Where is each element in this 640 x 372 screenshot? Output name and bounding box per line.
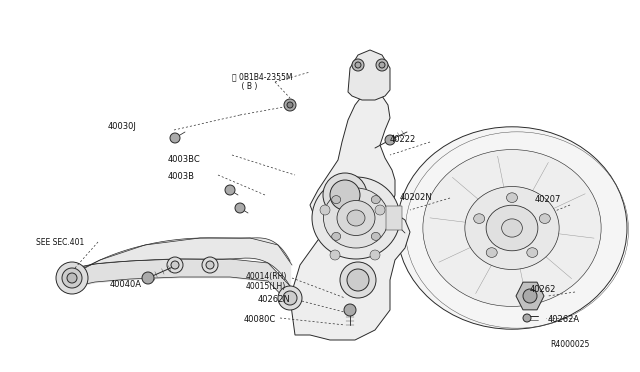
Ellipse shape [337, 201, 375, 235]
Ellipse shape [312, 177, 400, 259]
Ellipse shape [371, 232, 380, 240]
Circle shape [62, 268, 82, 288]
Polygon shape [386, 206, 402, 230]
Circle shape [523, 314, 531, 322]
Circle shape [202, 257, 218, 273]
Circle shape [385, 135, 395, 145]
Ellipse shape [347, 210, 365, 226]
Ellipse shape [502, 219, 522, 237]
Polygon shape [290, 92, 410, 340]
Text: 40014(RH)
40015(LH): 40014(RH) 40015(LH) [246, 272, 287, 291]
Ellipse shape [465, 186, 559, 269]
Circle shape [379, 62, 385, 68]
Circle shape [323, 173, 367, 217]
Text: 40262: 40262 [530, 285, 556, 294]
Text: 4003B: 4003B [168, 172, 195, 181]
Polygon shape [516, 282, 544, 310]
Ellipse shape [506, 193, 518, 202]
Ellipse shape [486, 248, 497, 257]
Text: SEE SEC.401: SEE SEC.401 [36, 238, 84, 247]
Text: 40030J: 40030J [108, 122, 137, 131]
Text: R4000025: R4000025 [550, 340, 589, 349]
Text: 40222: 40222 [390, 135, 416, 144]
Circle shape [287, 102, 293, 108]
Text: Ⓑ 0B1B4-2355M
    ( B ): Ⓑ 0B1B4-2355M ( B ) [232, 72, 292, 92]
Circle shape [523, 289, 537, 303]
Text: 40202N: 40202N [400, 193, 433, 202]
Ellipse shape [371, 196, 380, 203]
Ellipse shape [423, 150, 601, 307]
Circle shape [56, 262, 88, 294]
Ellipse shape [332, 196, 340, 203]
Circle shape [370, 250, 380, 260]
Circle shape [344, 304, 356, 316]
Text: 40207: 40207 [535, 195, 561, 204]
Circle shape [375, 205, 385, 215]
Circle shape [167, 257, 183, 273]
Circle shape [352, 59, 364, 71]
Ellipse shape [527, 248, 538, 257]
Circle shape [284, 99, 296, 111]
Text: 40080C: 40080C [244, 315, 276, 324]
Circle shape [278, 286, 302, 310]
Text: 4003BC: 4003BC [168, 155, 201, 164]
Ellipse shape [540, 214, 550, 224]
Ellipse shape [486, 205, 538, 251]
Circle shape [376, 59, 388, 71]
Text: 40262N: 40262N [258, 295, 291, 304]
Circle shape [67, 273, 77, 283]
Circle shape [206, 261, 214, 269]
Circle shape [340, 262, 376, 298]
Text: 40040A: 40040A [110, 280, 142, 289]
Circle shape [225, 185, 235, 195]
Circle shape [171, 261, 179, 269]
Polygon shape [348, 50, 390, 100]
Ellipse shape [323, 188, 388, 248]
Text: 40262A: 40262A [548, 315, 580, 324]
Circle shape [142, 272, 154, 284]
Circle shape [355, 62, 361, 68]
Ellipse shape [474, 214, 484, 224]
Ellipse shape [397, 127, 627, 329]
Circle shape [283, 291, 297, 305]
Circle shape [330, 180, 360, 210]
Circle shape [235, 203, 245, 213]
Circle shape [330, 250, 340, 260]
Ellipse shape [332, 232, 340, 240]
Circle shape [170, 133, 180, 143]
Circle shape [347, 269, 369, 291]
Circle shape [320, 205, 330, 215]
